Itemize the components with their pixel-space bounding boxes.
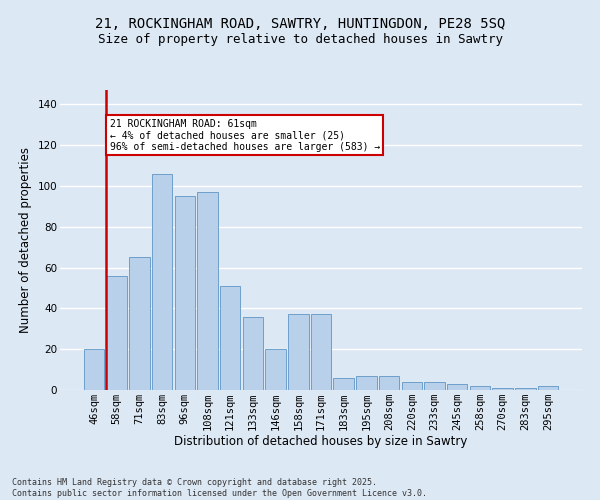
Bar xyxy=(311,314,331,390)
Bar xyxy=(515,388,536,390)
Bar xyxy=(84,349,104,390)
Bar xyxy=(220,286,241,390)
Bar xyxy=(538,386,558,390)
Bar xyxy=(447,384,467,390)
Bar xyxy=(470,386,490,390)
Bar xyxy=(106,276,127,390)
Bar xyxy=(379,376,400,390)
Bar xyxy=(288,314,308,390)
Bar xyxy=(197,192,218,390)
Bar xyxy=(356,376,377,390)
Bar xyxy=(129,258,149,390)
Text: Size of property relative to detached houses in Sawtry: Size of property relative to detached ho… xyxy=(97,32,503,46)
Bar xyxy=(242,316,263,390)
Text: Distribution of detached houses by size in Sawtry: Distribution of detached houses by size … xyxy=(175,435,467,448)
Bar xyxy=(152,174,172,390)
Text: 21, ROCKINGHAM ROAD, SAWTRY, HUNTINGDON, PE28 5SQ: 21, ROCKINGHAM ROAD, SAWTRY, HUNTINGDON,… xyxy=(95,18,505,32)
Text: 21 ROCKINGHAM ROAD: 61sqm
← 4% of detached houses are smaller (25)
96% of semi-d: 21 ROCKINGHAM ROAD: 61sqm ← 4% of detach… xyxy=(110,118,380,152)
Bar xyxy=(424,382,445,390)
Bar xyxy=(334,378,354,390)
Y-axis label: Number of detached properties: Number of detached properties xyxy=(19,147,32,333)
Bar xyxy=(175,196,195,390)
Bar xyxy=(493,388,513,390)
Bar xyxy=(265,349,286,390)
Bar xyxy=(401,382,422,390)
Text: Contains HM Land Registry data © Crown copyright and database right 2025.
Contai: Contains HM Land Registry data © Crown c… xyxy=(12,478,427,498)
